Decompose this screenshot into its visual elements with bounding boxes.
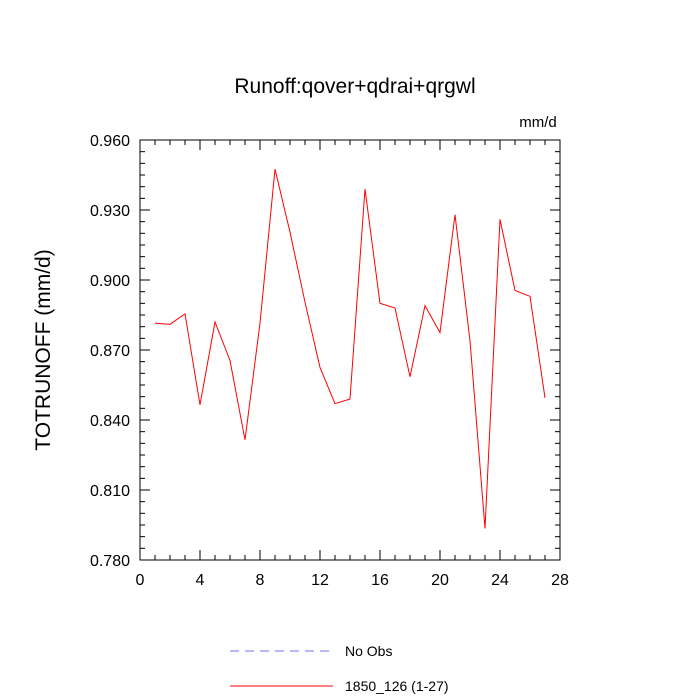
legend: No Obs 1850_126 (1-27) <box>230 643 449 694</box>
x-tick-label: 0 <box>136 572 145 589</box>
y-tick-label: 0.900 <box>90 273 130 290</box>
x-tick-label: 28 <box>551 572 569 589</box>
chart-title: Runoff:qover+qdrai+qrgwl <box>234 75 475 98</box>
y-tick-label: 0.930 <box>90 203 130 220</box>
plot-frame <box>139 139 561 561</box>
legend-label: 1850_126 (1-27) <box>345 678 449 694</box>
x-tick-label: 24 <box>491 572 509 589</box>
x-tick-label: 16 <box>371 572 389 589</box>
x-tick-label: 20 <box>431 572 449 589</box>
x-tick-label: 12 <box>311 572 329 589</box>
y-axis-label: TOTRUNOFF (mm/d) <box>32 249 55 450</box>
units-label: mm/d <box>519 114 557 131</box>
y-tick-label: 0.870 <box>90 343 130 360</box>
x-axis-ticks: 0 4 8 12 16 20 24 28 <box>136 140 569 589</box>
series-line <box>154 169 546 529</box>
y-tick-label: 0.780 <box>90 553 130 570</box>
legend-label: No Obs <box>345 643 392 659</box>
series-layer <box>154 169 546 529</box>
y-axis-ticks: 0.780 0.810 0.840 0.870 0.900 0.930 0.960 <box>90 133 560 570</box>
y-tick-label: 0.810 <box>90 483 130 500</box>
x-tick-label: 4 <box>196 572 205 589</box>
x-tick-label: 8 <box>256 572 265 589</box>
y-tick-label: 0.960 <box>90 133 130 150</box>
y-tick-label: 0.840 <box>90 413 130 430</box>
